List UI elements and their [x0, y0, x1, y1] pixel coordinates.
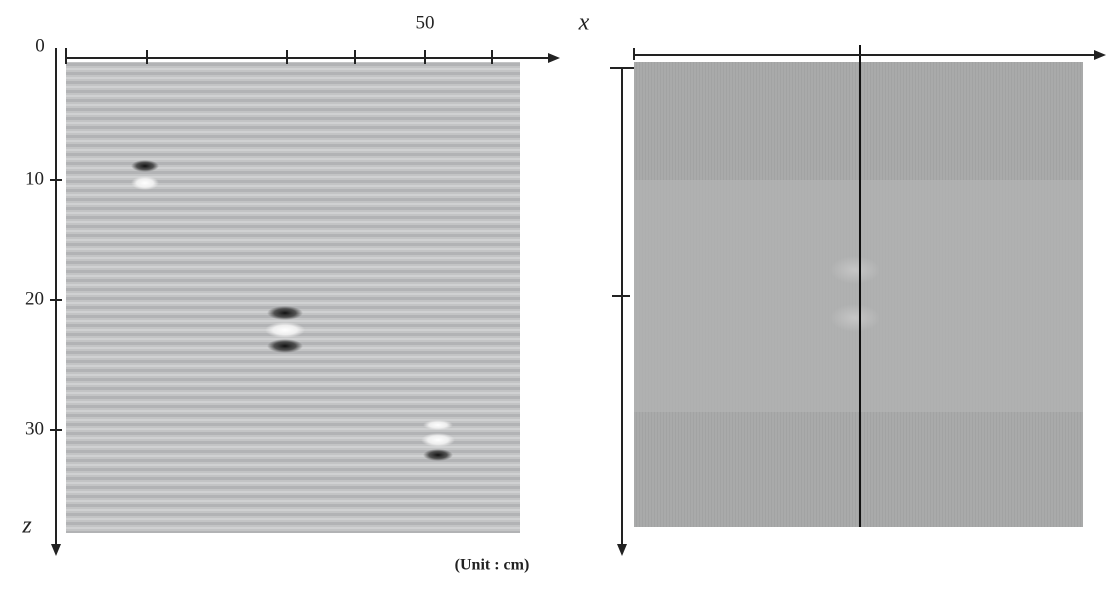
- right-axes: [610, 48, 1106, 556]
- z-tick-label: 20: [25, 288, 44, 309]
- left-image: [66, 62, 520, 533]
- z-tick-label: 10: [25, 168, 44, 189]
- x-tick-label: 50: [416, 12, 435, 33]
- z-tick-label: 30: [25, 418, 44, 439]
- x-axis-label: x: [578, 10, 590, 36]
- right-image: [634, 45, 1083, 527]
- origin-label: 0: [35, 35, 45, 56]
- left-axes: [50, 48, 560, 556]
- unit-note: (Unit : cm): [455, 557, 530, 574]
- z-axis-label: z: [21, 513, 32, 539]
